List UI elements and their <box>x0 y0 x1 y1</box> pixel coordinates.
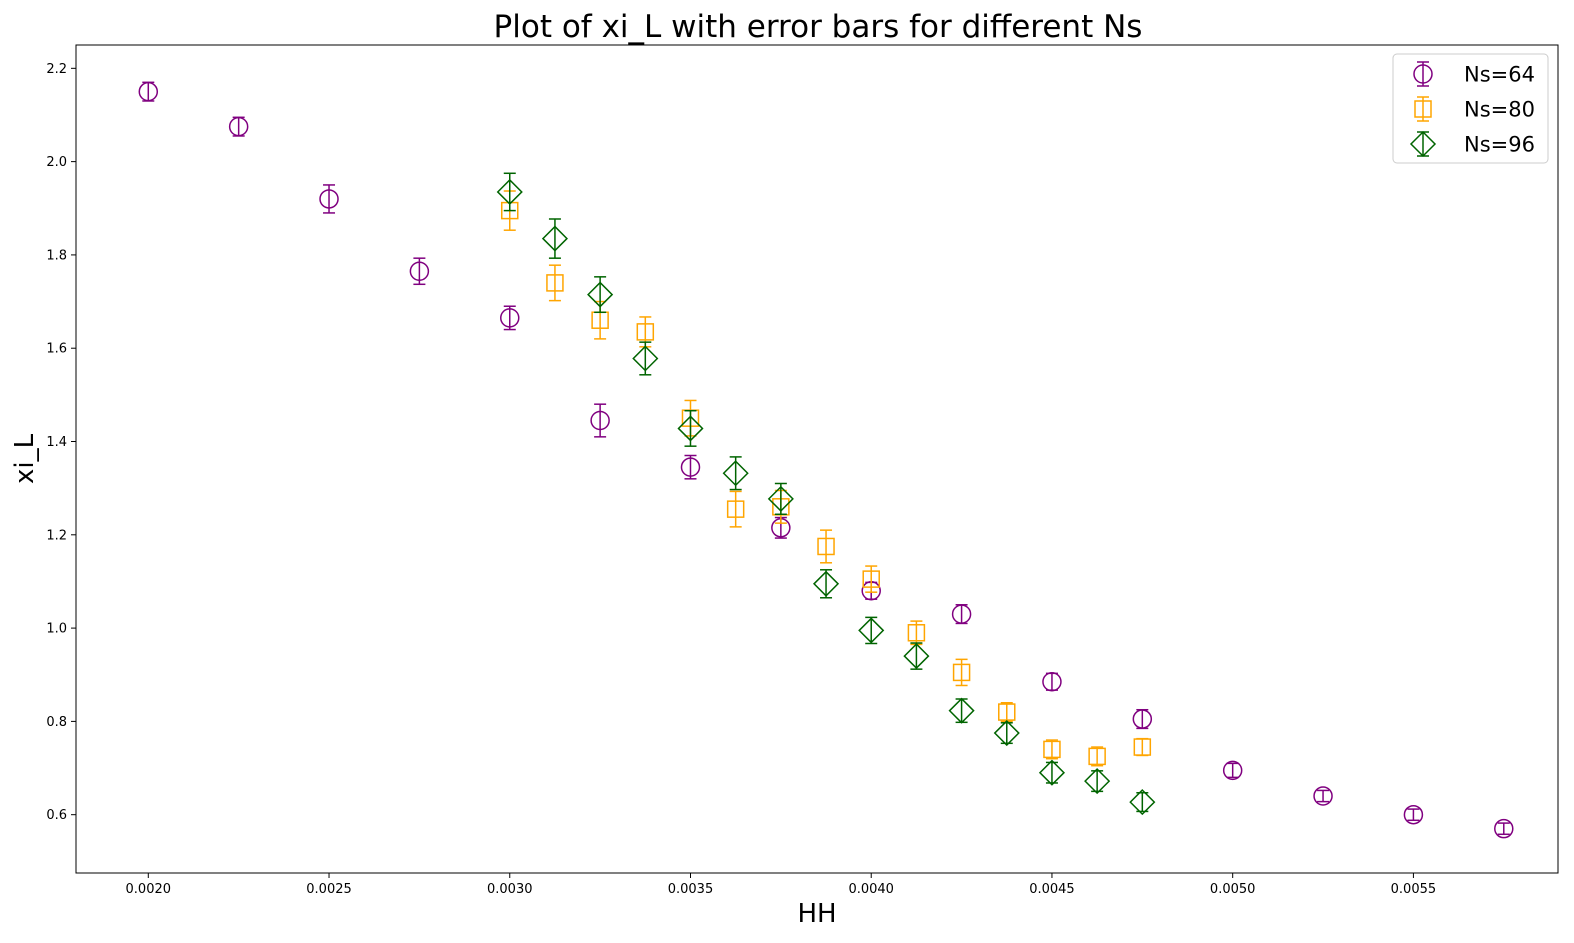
x-tick-label: 0.0040 <box>848 882 894 897</box>
data-point <box>546 274 564 292</box>
y-tick-label: 1.6 <box>46 342 67 357</box>
data-point <box>1313 786 1333 806</box>
data-point <box>409 261 430 281</box>
x-axis: 0.0020 0.0025 0.0030 0.0035 0.0040 0.0045 0.00… <box>126 873 1437 897</box>
series-circle <box>138 81 1514 839</box>
data-point <box>1084 768 1111 795</box>
y-axis-label: xi_L <box>10 433 40 484</box>
chart-title: Plot of xi_L with error bars for differe… <box>494 9 1143 45</box>
data-point <box>948 697 975 724</box>
x-tick-label: 0.0045 <box>1029 882 1075 897</box>
y-tick-label: 2.2 <box>46 62 67 77</box>
data-point <box>1403 804 1424 825</box>
data-point <box>680 457 701 477</box>
data-point <box>1088 747 1106 766</box>
y-tick-label: 1.0 <box>46 622 67 637</box>
data-point <box>726 500 745 518</box>
y-tick-label: 0.6 <box>46 808 67 823</box>
data-point <box>319 189 339 209</box>
data-point <box>817 537 835 556</box>
data-point <box>1043 740 1061 759</box>
legend-entry: Ns=80 <box>1414 96 1535 122</box>
data-point <box>228 116 249 137</box>
x-tick-label: 0.0030 <box>487 882 533 897</box>
series-square <box>501 190 1152 767</box>
x-tick-label: 0.0055 <box>1391 882 1437 897</box>
data-point <box>500 308 520 328</box>
plot-area <box>75 44 1559 874</box>
legend-entry: Ns=64 <box>1413 61 1535 87</box>
legend: Ns=64 Ns=80 Ns=96 <box>1392 53 1549 164</box>
data-point <box>907 624 926 642</box>
data-point <box>587 281 614 308</box>
x-tick-label: 0.0035 <box>668 882 714 897</box>
data-point <box>138 81 159 102</box>
y-tick-label: 1.2 <box>46 528 67 543</box>
data-point <box>993 719 1020 747</box>
data-point <box>1132 709 1153 729</box>
y-tick-label: 0.8 <box>46 715 67 730</box>
data-point <box>1038 759 1066 786</box>
data-point <box>636 323 655 341</box>
data-point <box>1129 789 1156 816</box>
series-layer <box>138 81 1514 839</box>
data-point <box>1222 760 1243 781</box>
x-tick-label: 0.0020 <box>126 882 172 897</box>
data-point <box>812 570 840 597</box>
y-tick-label: 1.8 <box>46 248 67 263</box>
y-axis: 0.6 0.8 1.0 1.2 1.4 1.6 1.8 2.0 2.2 <box>46 62 76 823</box>
data-point <box>767 485 794 512</box>
data-point <box>677 415 704 442</box>
legend-entry: Ns=96 <box>1409 130 1535 158</box>
data-point <box>496 178 523 206</box>
y-tick-label: 2.0 <box>46 155 67 170</box>
data-point <box>858 617 885 644</box>
legend-label: Ns=96 <box>1464 133 1535 157</box>
data-point <box>951 604 972 624</box>
data-point <box>541 225 568 252</box>
series-diamond <box>496 172 1156 816</box>
data-point <box>862 570 880 588</box>
data-point <box>903 643 930 670</box>
legend-box <box>1392 53 1549 164</box>
data-point <box>1133 738 1152 756</box>
data-point <box>1042 671 1062 692</box>
data-point <box>722 460 749 487</box>
legend-marker <box>1409 130 1437 158</box>
x-axis-label: HH <box>797 899 836 929</box>
legend-marker <box>1413 64 1433 84</box>
data-point <box>590 410 610 431</box>
x-tick-label: 0.0050 <box>1210 882 1256 897</box>
legend-label: Ns=80 <box>1464 98 1535 122</box>
y-tick-label: 1.4 <box>46 435 67 450</box>
data-point <box>952 663 971 682</box>
data-point <box>632 345 659 372</box>
legend-label: Ns=64 <box>1464 63 1535 87</box>
data-point <box>1494 818 1514 839</box>
x-tick-label: 0.0025 <box>306 882 352 897</box>
legend-marker <box>1414 100 1432 118</box>
